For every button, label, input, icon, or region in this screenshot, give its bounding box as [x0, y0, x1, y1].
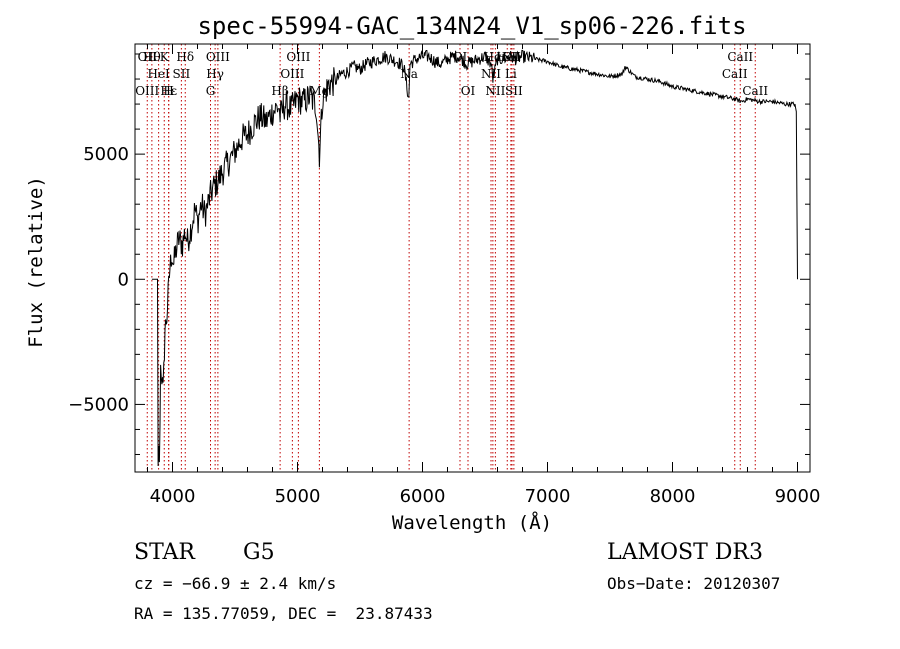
x-tick-label: 7000	[525, 486, 571, 507]
line-marker-label: OIII	[135, 84, 159, 98]
y-tick-label: −5000	[68, 394, 129, 415]
y-axis-label: Flux (relative)	[25, 176, 47, 348]
line-marker-label: OIII	[286, 50, 310, 64]
line-marker-label: OIII	[280, 67, 304, 81]
survey-name: LAMOST DR3	[607, 540, 763, 565]
object-class: STAR	[134, 540, 195, 565]
plot-frame	[134, 43, 811, 473]
line-marker-label: Hδ	[176, 50, 194, 64]
line-marker-label: OIII	[206, 50, 230, 64]
y-tick-label: 0	[118, 269, 129, 290]
line-marker-label: CaII	[722, 67, 748, 81]
x-tick-label: 5000	[275, 486, 321, 507]
redshift-text: cz = −66.9 ± 2.4 km/s	[134, 574, 337, 593]
chart-title: spec-55994-GAC_134N24_V1_sp06-226.fits	[197, 12, 746, 40]
x-tick-label: 6000	[400, 486, 446, 507]
line-marker-label: OII	[138, 50, 158, 64]
x-axis-ticks: 4000 5000 6000 7000 8000 9000	[147, 44, 821, 507]
line-marker-label: Hγ	[206, 67, 224, 81]
coordinates-text: RA = 135.77059, DEC = 23.87433	[134, 604, 433, 623]
line-marker-label: OI	[461, 84, 476, 98]
obs-date-text: Obs−Date: 20120307	[607, 574, 781, 593]
x-axis-label: Wavelength (Å)	[392, 511, 552, 534]
x-tick-label: 8000	[650, 486, 696, 507]
x-tick-label: 9000	[775, 486, 821, 507]
line-marker-label: NII	[485, 84, 505, 98]
line-marker-label: CaII	[742, 84, 768, 98]
line-marker-label: NII	[481, 67, 501, 81]
line-marker-label: Hβ	[271, 84, 288, 98]
line-marker-label: Hθ	[143, 50, 161, 64]
line-marker-label: G	[206, 84, 216, 98]
y-axis-ticks: −5000 0 5000	[68, 53, 810, 455]
spectrum-line	[151, 49, 798, 467]
x-tick-label: 4000	[150, 486, 196, 507]
line-marker-label: Hε	[160, 84, 177, 98]
spectral-line-markers	[146, 44, 756, 472]
line-marker-label: K	[160, 50, 170, 64]
line-marker-label: HeI	[147, 67, 170, 81]
line-marker-label: SII	[173, 67, 191, 81]
line-marker-label: H	[163, 84, 173, 98]
line-marker-label: Li	[505, 67, 517, 81]
line-marker-label: CaII	[727, 50, 753, 64]
line-marker-label: SII	[505, 84, 523, 98]
object-subclass: G5	[243, 540, 275, 565]
y-tick-label: 5000	[83, 144, 129, 165]
